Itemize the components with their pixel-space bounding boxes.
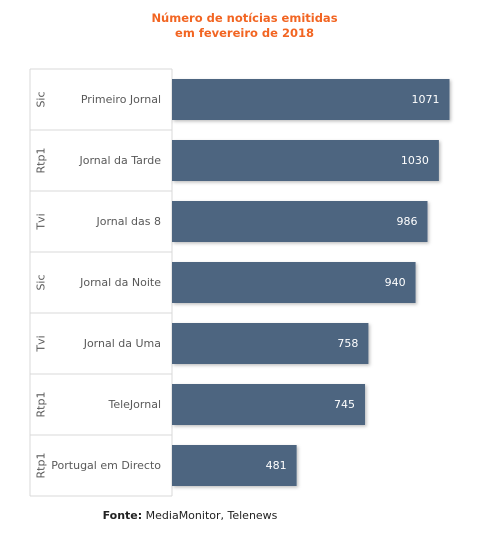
group-label: Tvi (35, 335, 48, 352)
bar (172, 384, 366, 425)
group-label: Tvi (35, 213, 48, 230)
bar-value-label: 986 (397, 215, 418, 228)
category-label: Primeiro Jornal (81, 93, 161, 106)
bar-value-label: 481 (266, 459, 287, 472)
source-text: MediaMonitor, Telenews (142, 509, 278, 522)
category-label: TeleJornal (107, 398, 161, 411)
bar (172, 79, 450, 120)
bar (172, 323, 369, 364)
bar (172, 201, 428, 242)
group-label: Rtp1 (35, 453, 48, 479)
bar-value-label: 940 (385, 276, 406, 289)
group-label: Rtp1 (35, 392, 48, 418)
category-label: Jornal das 8 (95, 215, 161, 228)
source-label: Fonte: (102, 509, 143, 522)
bar-value-label: 758 (337, 337, 358, 350)
bar-value-label: 1071 (412, 93, 440, 106)
category-label: Jornal da Uma (83, 337, 161, 350)
bar (172, 445, 297, 486)
category-label: Jornal da Noite (79, 276, 161, 289)
category-label: Portugal em Directo (51, 459, 161, 472)
chart-title-line-1: Número de notícias emitidas (151, 11, 338, 25)
bar (172, 262, 416, 303)
source-note: Fonte: MediaMonitor, Telenews (0, 509, 380, 522)
group-label: Rtp1 (35, 148, 48, 174)
bar-value-label: 745 (334, 398, 355, 411)
category-label: Jornal da Tarde (78, 154, 161, 167)
group-label: Sic (35, 274, 48, 290)
bar-value-label: 1030 (401, 154, 429, 167)
bar-chart: Sic Primeiro Jornal Rtp1 Jornal da Tarde Tvi… (29, 68, 450, 497)
chart-title-line-2: em fevereiro de 2018 (175, 26, 314, 40)
group-label: Sic (35, 91, 48, 107)
bar (172, 140, 439, 181)
